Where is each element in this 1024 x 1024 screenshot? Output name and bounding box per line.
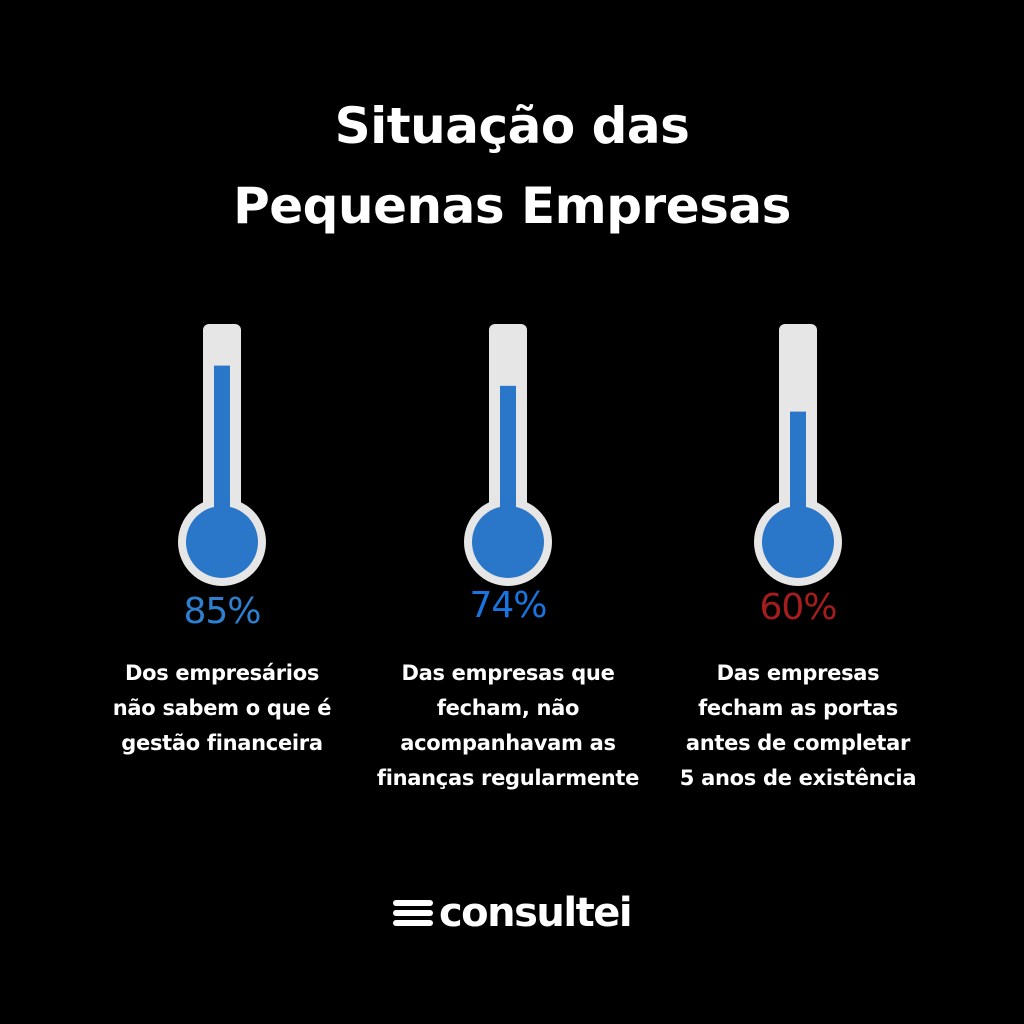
stat-description-2-line-1: Das empresas que [401, 661, 615, 685]
title-line-1: Situação das [334, 97, 690, 155]
brand-logo: consultei [392, 888, 633, 938]
page-title: Situação das Pequenas Empresas [0, 86, 1024, 246]
stat-description-2-line-2: fecham, não [436, 696, 580, 720]
thermometer-mercury-level [500, 385, 516, 542]
thermometer-3-svg [754, 324, 842, 586]
stat-description-2: Das empresas que fecham, não acompanhava… [348, 656, 668, 796]
thermometer-1-svg [178, 324, 266, 586]
stat-card-1: 85% Dos empresários não sabem o que é ge… [72, 320, 372, 800]
thermometer-2-icon [358, 320, 658, 590]
thermometer-bulb-fill [472, 506, 544, 578]
thermometer-1-icon [72, 320, 372, 590]
title-line-2: Pequenas Empresas [233, 177, 791, 235]
stat-description-1-line-1: Dos empresários [124, 661, 320, 685]
stat-description-3-line-1: Das empresas [716, 661, 880, 685]
thermometer-3-icon [648, 320, 948, 590]
stat-description-1-line-2: não sabem o que é [112, 696, 332, 720]
stat-description-3-line-4: 5 anos de existência [679, 766, 917, 790]
stat-card-3: 60% Das empresas fecham as portas antes … [648, 320, 948, 800]
stat-description-3-line-2: fecham as portas [698, 696, 898, 720]
stat-description-2-line-3: acompanhavam as [400, 731, 616, 755]
brand-name: consultei [438, 890, 633, 936]
stat-percent-3: 60% [759, 587, 837, 628]
thermometer-bulb-fill [762, 506, 834, 578]
menu-lines-logo-icon [392, 898, 433, 928]
stat-card-2: 74% Das empresas que fecham, não acompan… [358, 320, 658, 800]
stat-percent-1: 85% [183, 591, 261, 632]
stat-description-1-line-3: gestão financeira [121, 731, 323, 755]
thermometer-2-svg [464, 324, 552, 586]
stat-description-1: Dos empresários não sabem o que é gestão… [62, 656, 382, 761]
stat-description-3: Das empresas fecham as portas antes de c… [638, 656, 958, 796]
stat-percent-2: 74% [469, 585, 547, 626]
stat-description-2-line-4: finanças regularmente [376, 766, 640, 790]
thermometer-mercury-level [214, 365, 230, 542]
thermometer-bulb-fill [186, 506, 258, 578]
stat-description-3-line-3: antes de completar [685, 731, 911, 755]
brand-footer: consultei [0, 888, 1024, 948]
